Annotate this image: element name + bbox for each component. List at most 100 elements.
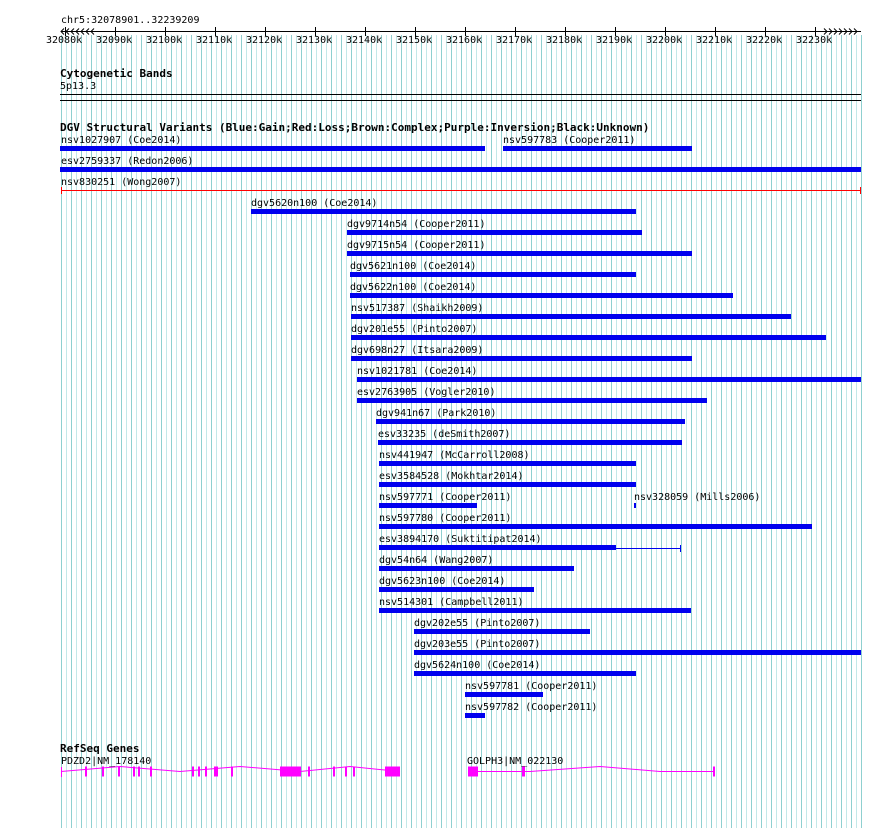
variant-label[interactable]: nsv1027907 (Coe2014) bbox=[61, 135, 182, 146]
gene-label[interactable]: GOLPH3|NM_022130 bbox=[467, 756, 564, 767]
ruler-arrow bbox=[75, 28, 80, 35]
variant-label[interactable]: nsv597782 (Cooper2011) bbox=[465, 702, 598, 713]
cyto-track-title[interactable]: Cytogenetic Bands bbox=[60, 67, 173, 80]
variant-bar[interactable] bbox=[379, 545, 616, 550]
variant-bar[interactable] bbox=[379, 608, 691, 613]
variant-label[interactable]: nsv514301 (Campbell2011) bbox=[379, 597, 524, 608]
gene-exon[interactable] bbox=[102, 766, 104, 777]
variant-label[interactable]: dgv941n67 (Park2010) bbox=[376, 408, 497, 419]
gene-exon[interactable] bbox=[133, 766, 135, 777]
gene-intron-line bbox=[468, 765, 715, 772]
ruler-tick-label: 32090k bbox=[96, 35, 133, 46]
variant-label[interactable]: nsv597771 (Cooper2011) bbox=[379, 492, 512, 503]
gene-exon[interactable] bbox=[522, 766, 525, 777]
variant-label[interactable]: esv33235 (deSmith2007) bbox=[378, 429, 511, 440]
variant-bar[interactable] bbox=[503, 146, 692, 151]
variant-label[interactable]: nsv1021781 (Coe2014) bbox=[357, 366, 478, 377]
ruler-arrow bbox=[853, 28, 858, 35]
variant-bar[interactable] bbox=[379, 482, 636, 487]
variant-label[interactable]: dgv5621n100 (Coe2014) bbox=[350, 261, 477, 272]
ruler-tick-label: 32120k bbox=[246, 35, 283, 46]
variant-bar[interactable] bbox=[350, 293, 733, 298]
gene-exon[interactable] bbox=[231, 766, 233, 777]
refseq-track-title[interactable]: RefSeq Genes bbox=[60, 742, 140, 755]
variant-label[interactable]: dgv5623n100 (Coe2014) bbox=[379, 576, 506, 587]
variant-bar[interactable] bbox=[376, 419, 685, 424]
variant-bar[interactable] bbox=[60, 167, 861, 172]
variant-label[interactable]: dgv203e55 (Pinto2007) bbox=[414, 639, 541, 650]
ruler-tick-label: 32110k bbox=[196, 35, 233, 46]
gene-exon[interactable] bbox=[198, 766, 200, 777]
variant-label[interactable]: nsv517387 (Shaikh2009) bbox=[351, 303, 484, 314]
ruler-arrow bbox=[838, 28, 843, 35]
ruler-tick-label: 32190k bbox=[596, 35, 633, 46]
dgv-track-title[interactable]: DGV Structural Variants (Blue:Gain;Red:L… bbox=[60, 121, 650, 134]
variant-bar[interactable] bbox=[351, 356, 692, 361]
gene-exon[interactable] bbox=[333, 766, 335, 777]
gene-exon[interactable] bbox=[345, 766, 347, 777]
variant-label[interactable]: dgv5620n100 (Coe2014) bbox=[251, 198, 378, 209]
variant-bar[interactable] bbox=[378, 440, 682, 445]
variant-bar[interactable] bbox=[634, 503, 636, 508]
variant-bar[interactable] bbox=[379, 503, 477, 508]
variant-bar[interactable] bbox=[347, 251, 692, 256]
variant-bar[interactable] bbox=[60, 146, 485, 151]
gene-exon[interactable] bbox=[468, 766, 478, 777]
gene-exon[interactable] bbox=[308, 766, 310, 777]
gene-exon[interactable] bbox=[713, 766, 715, 777]
variant-bar[interactable] bbox=[414, 629, 590, 634]
gene-exon[interactable] bbox=[385, 766, 400, 777]
variant-label[interactable]: esv3894170 (Suktitipat2014) bbox=[379, 534, 542, 545]
variant-label[interactable]: nsv441947 (McCarroll2008) bbox=[379, 450, 530, 461]
variant-label[interactable]: dgv54n64 (Wang2007) bbox=[379, 555, 494, 566]
variant-label[interactable]: dgv201e55 (Pinto2007) bbox=[351, 324, 478, 335]
variant-label[interactable]: dgv9714n54 (Cooper2011) bbox=[347, 219, 486, 230]
variant-label[interactable]: nsv597780 (Cooper2011) bbox=[379, 513, 512, 524]
variant-label[interactable]: dgv5622n100 (Coe2014) bbox=[350, 282, 477, 293]
variant-label[interactable]: nsv328059 (Mills2006) bbox=[634, 492, 761, 503]
gene-exon[interactable] bbox=[150, 766, 152, 777]
variant-bar[interactable] bbox=[357, 398, 707, 403]
variant-bar[interactable] bbox=[379, 524, 812, 529]
ruler-arrow bbox=[843, 28, 848, 35]
ruler-tick-label: 32160k bbox=[446, 35, 483, 46]
ruler-arrow bbox=[828, 28, 833, 35]
variant-label[interactable]: dgv202e55 (Pinto2007) bbox=[414, 618, 541, 629]
variant-bar[interactable] bbox=[379, 566, 574, 571]
gene-label[interactable]: PDZD2|NM_178140 bbox=[61, 756, 152, 767]
variant-label[interactable]: dgv9715n54 (Cooper2011) bbox=[347, 240, 486, 251]
ruler-arrow bbox=[60, 28, 65, 35]
gene-exon[interactable] bbox=[214, 766, 218, 777]
gene-intron-line bbox=[60, 765, 401, 773]
variant-label[interactable]: dgv698n27 (Itsara2009) bbox=[351, 345, 484, 356]
variant-bar[interactable] bbox=[465, 692, 543, 697]
gene-exon[interactable] bbox=[280, 766, 301, 777]
variant-label[interactable]: esv2759337 (Redon2006) bbox=[61, 156, 194, 167]
variant-label[interactable]: esv2763905 (Vogler2010) bbox=[357, 387, 496, 398]
variant-bar[interactable] bbox=[414, 671, 636, 676]
gene-exon[interactable] bbox=[85, 766, 87, 777]
variant-bar[interactable] bbox=[465, 713, 485, 718]
region-title: chr5:32078901..32239209 bbox=[61, 15, 200, 26]
gene-exon[interactable] bbox=[192, 766, 194, 777]
variant-label[interactable]: nsv597781 (Cooper2011) bbox=[465, 681, 598, 692]
variant-bar[interactable] bbox=[357, 377, 861, 382]
variant-label[interactable]: nsv830251 (Wong2007) bbox=[61, 177, 182, 188]
variant-label[interactable]: nsv597783 (Cooper2011) bbox=[503, 135, 636, 146]
variant-label[interactable]: esv3584528 (Mokhtar2014) bbox=[379, 471, 524, 482]
variant-bar[interactable] bbox=[351, 314, 791, 319]
gene-exon[interactable] bbox=[118, 766, 120, 777]
gene-exon[interactable] bbox=[353, 766, 355, 777]
variant-label[interactable]: dgv5624n100 (Coe2014) bbox=[414, 660, 541, 671]
variant-bar[interactable] bbox=[379, 587, 534, 592]
variant-bar[interactable] bbox=[414, 650, 861, 655]
variant-bar[interactable] bbox=[351, 335, 826, 340]
gene-exon[interactable] bbox=[205, 766, 207, 777]
variant-bar[interactable] bbox=[251, 209, 636, 214]
variant-bar[interactable] bbox=[347, 230, 642, 235]
variant-bar[interactable] bbox=[379, 461, 636, 466]
ruler-tick-label: 32170k bbox=[496, 35, 533, 46]
gene-exon[interactable] bbox=[138, 766, 140, 777]
variant-bar[interactable] bbox=[350, 272, 636, 277]
